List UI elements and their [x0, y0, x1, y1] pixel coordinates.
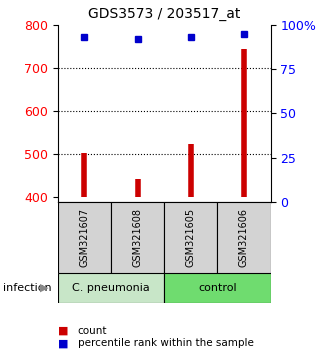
Text: infection: infection [3, 282, 52, 293]
Text: GSM321605: GSM321605 [186, 207, 196, 267]
Bar [58, 202, 111, 273]
Text: C. pneumonia: C. pneumonia [72, 282, 150, 293]
Text: control: control [198, 282, 237, 293]
Text: ■: ■ [58, 338, 68, 348]
Text: GSM321607: GSM321607 [79, 207, 89, 267]
Title: GDS3573 / 203517_at: GDS3573 / 203517_at [88, 7, 240, 21]
Text: percentile rank within the sample: percentile rank within the sample [78, 338, 253, 348]
Text: GSM321606: GSM321606 [239, 208, 249, 267]
Bar [164, 273, 271, 303]
Text: count: count [78, 326, 107, 336]
Text: ▶: ▶ [40, 282, 49, 293]
Bar [58, 273, 164, 303]
Text: ■: ■ [58, 326, 68, 336]
Text: GSM321608: GSM321608 [133, 208, 143, 267]
Bar [111, 202, 164, 273]
Bar [164, 202, 217, 273]
Bar [217, 202, 271, 273]
